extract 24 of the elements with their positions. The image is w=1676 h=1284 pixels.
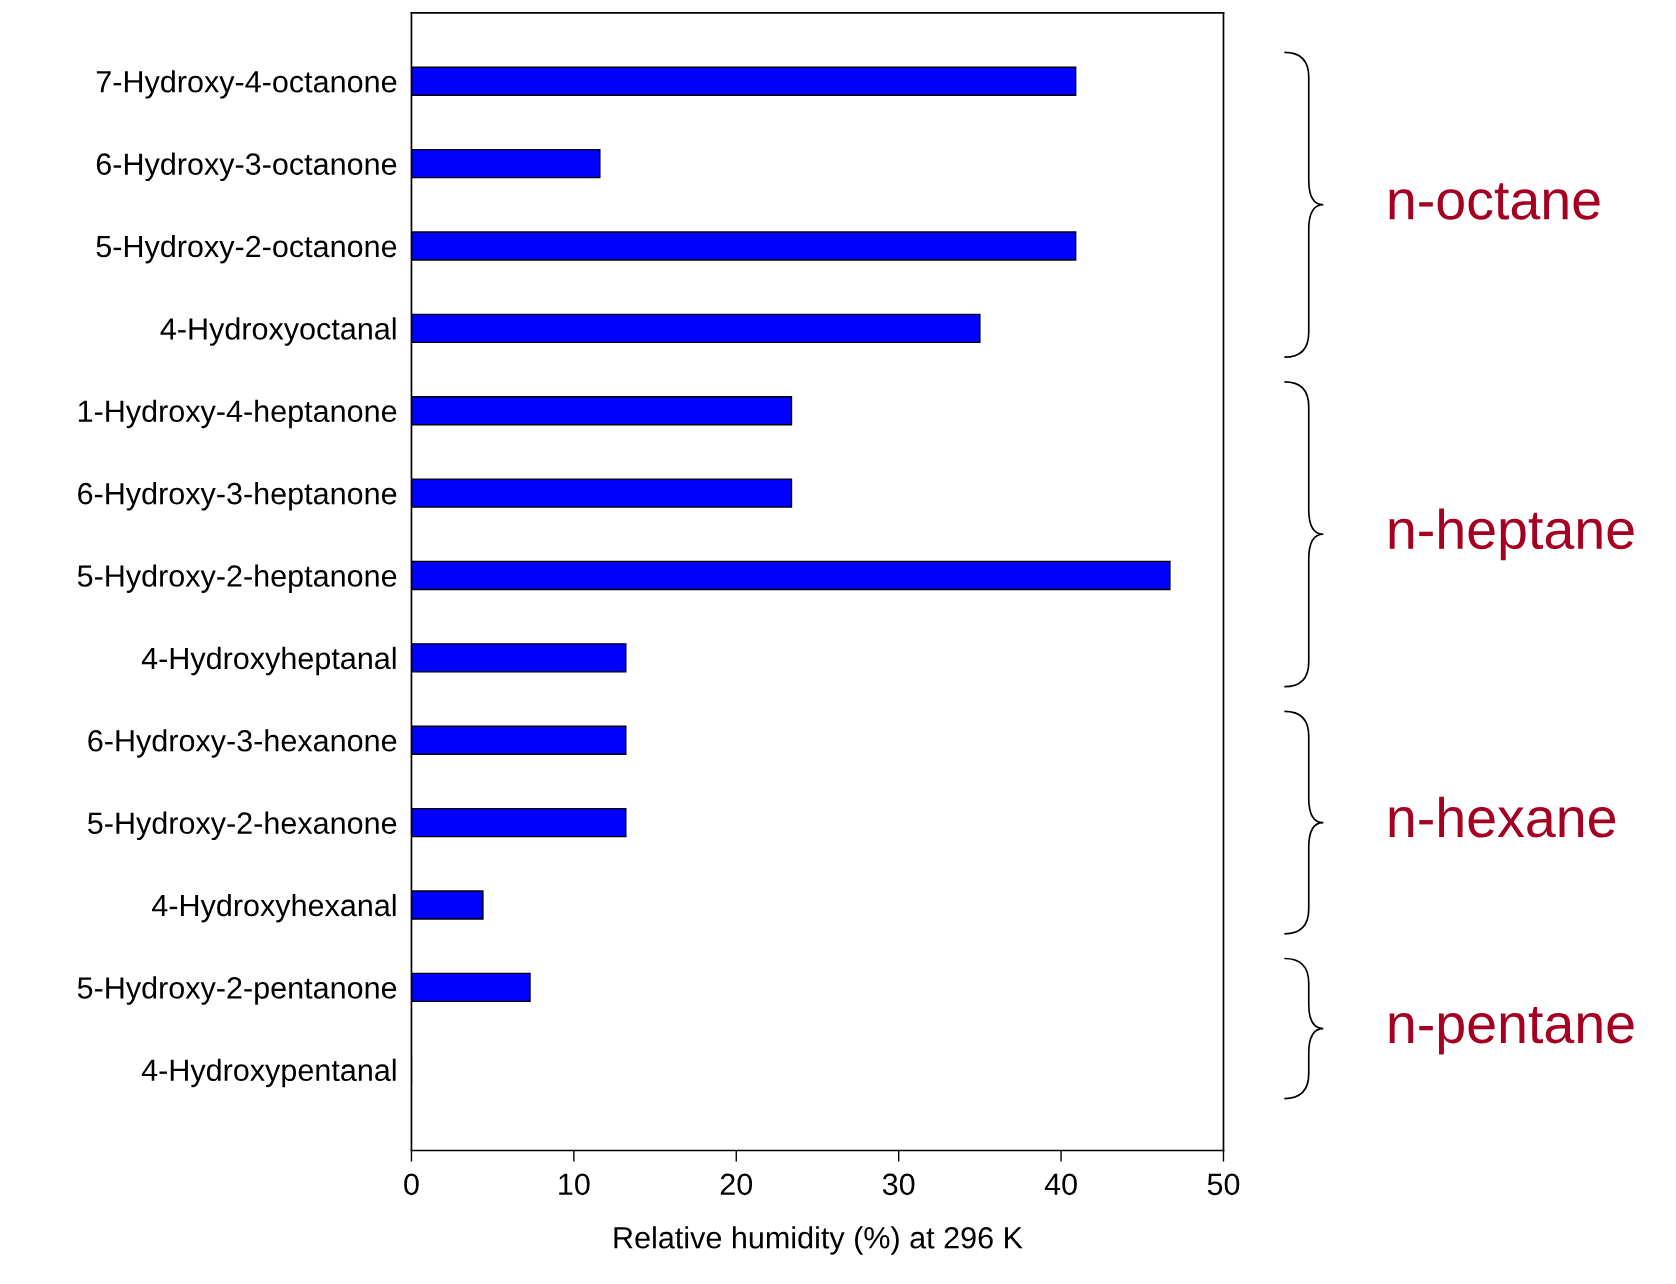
y-tick-label: 4-Hydroxyoctanal bbox=[160, 317, 396, 346]
y-tick-label: 5-Hydroxy-2-hexanone bbox=[88, 811, 397, 841]
y-tick-label: 1-Hydroxy-4-heptanone bbox=[78, 399, 397, 429]
y-tick-label: 5-Hydroxy-2-pentanone bbox=[77, 976, 397, 1005]
x-tick-label: 40 bbox=[1044, 1173, 1077, 1196]
y-tick-label: 4-Hydroxyhexanal bbox=[152, 893, 396, 923]
x-axis-title: Relative humidity (%) at 296 K bbox=[614, 1226, 1023, 1255]
y-tick-label: 6-Hydroxy-3-octanone bbox=[96, 152, 397, 181]
x-tick-label: 10 bbox=[559, 1173, 590, 1196]
y-tick-label: 5-Hydroxy-2-octanone bbox=[96, 234, 397, 264]
x-tick-label: 50 bbox=[1207, 1173, 1240, 1196]
y-tick-label: 7-Hydroxy-4-octanone bbox=[96, 70, 397, 99]
x-tick-label: 0 bbox=[404, 1173, 419, 1196]
text: n-hexane bbox=[1389, 796, 1616, 838]
y-tick-label: 6-Hydroxy-3-heptanone bbox=[78, 482, 397, 511]
y-tick-label: 4-Hydroxypentanal bbox=[141, 1058, 396, 1088]
y-tick-label: 5-Hydroxy-2-heptanone bbox=[77, 564, 397, 593]
text: n-octane bbox=[1389, 183, 1600, 220]
x-tick-label: 20 bbox=[720, 1173, 753, 1196]
y-tick-label: 6-Hydroxy-3-hexanone bbox=[88, 729, 397, 758]
y-tick-label: 4-Hydroxyheptanal bbox=[141, 646, 396, 676]
x-tick-label: 30 bbox=[882, 1173, 915, 1196]
text: n-pentane bbox=[1389, 1006, 1634, 1055]
text: n-heptane bbox=[1389, 508, 1634, 561]
